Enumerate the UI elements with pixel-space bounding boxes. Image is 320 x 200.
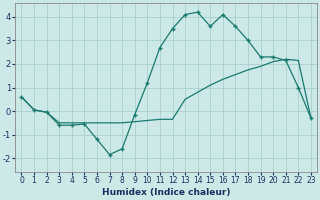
- X-axis label: Humidex (Indice chaleur): Humidex (Indice chaleur): [102, 188, 230, 197]
